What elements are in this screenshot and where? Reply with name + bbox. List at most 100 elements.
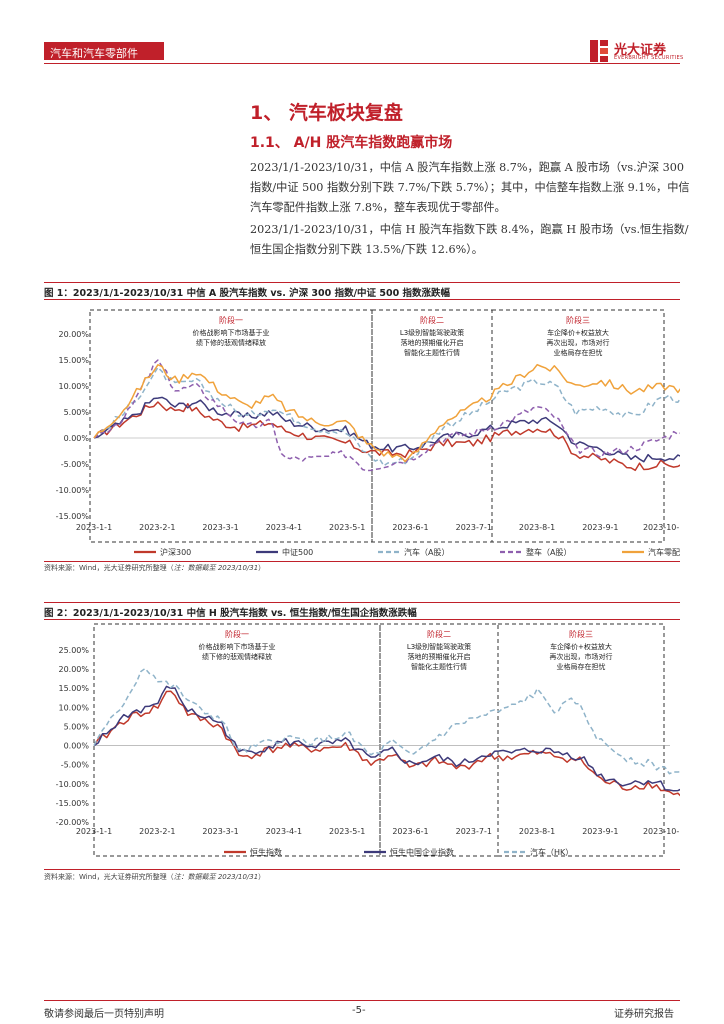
x-tick-label: 2023-7-1 [456, 523, 492, 532]
y-tick-label: 20.00% [58, 330, 89, 339]
fig2-top-line [44, 602, 680, 603]
stage-desc-3-1: 车企降价+权益放大 [547, 328, 609, 337]
y-tick-label: -10.00% [56, 486, 90, 495]
x-tick-label: 2023-2-1 [139, 827, 175, 836]
y-tick-label: -15.00% [56, 799, 90, 808]
stage-desc-3-2: 再次出现，市场对行 [547, 338, 610, 347]
fig1-title: 图 1：2023/1/1-2023/10/31 中信 A 股汽车指数 vs. 沪… [44, 288, 450, 299]
x-tick-label: 2023-10-1 [643, 827, 680, 836]
stage-title-3: 阶段三 [566, 315, 590, 325]
fig2-source: 资料来源：Wind，光大证券研究所整理（注：数据截至 2023/10/31） [44, 872, 265, 882]
stage-box-2 [371, 309, 493, 543]
series-line-1 [93, 401, 680, 472]
footer-disclaimer: 敬请参阅最后一页特别声明 [44, 1009, 164, 1020]
x-tick-label: 2023-6-1 [392, 523, 428, 532]
stage-desc-3-2: 再次出现，市场对行 [550, 652, 613, 661]
fig2-title: 图 2：2023/1/1-2023/10/31 中信 H 股汽车指数 vs. 恒… [44, 608, 417, 619]
brand-subtitle: EVERBRIGHT SECURITIES [614, 55, 684, 61]
x-tick-label: 2023-5-1 [329, 827, 365, 836]
stage-title-2: 阶段二 [420, 315, 444, 325]
fig1-source-end: ） [258, 564, 266, 572]
stage-title-1: 阶段一 [225, 629, 249, 639]
series-line-1 [93, 690, 680, 797]
stage-desc-2-3: 智能化主题性行情 [404, 348, 460, 357]
section-tag: 汽车和汽车零部件 [44, 42, 164, 60]
stage-desc-1-1: 价格战影响下市场基于业 [199, 642, 276, 651]
series-line-2 [93, 685, 680, 792]
x-tick-label: 2023-8-1 [519, 827, 555, 836]
legend-label-4: 整车（A股） [526, 547, 571, 557]
fig2-source-text: 资料来源：Wind，光大证券研究所整理（ [44, 873, 174, 881]
x-tick-label: 2023-2-1 [139, 523, 175, 532]
page-number: -5- [352, 1005, 366, 1016]
x-tick-label: 2023-7-1 [456, 827, 492, 836]
fig1-bottom-line [44, 561, 680, 562]
y-tick-label: -15.00% [56, 512, 90, 521]
legend-label-3: 汽车（A股） [404, 547, 449, 557]
y-tick-label: 5.00% [64, 722, 90, 731]
header-divider [44, 63, 680, 64]
y-tick-label: 15.00% [58, 684, 89, 693]
fig1-title-line [44, 299, 680, 300]
y-tick-label: 25.00% [58, 646, 89, 655]
series-line-3 [93, 366, 680, 467]
stage-desc-3-1: 车企降价+权益放大 [550, 642, 612, 651]
y-tick-label: 10.00% [58, 382, 89, 391]
x-tick-label: 2023-4-1 [266, 523, 302, 532]
x-tick-label: 2023-6-1 [392, 827, 428, 836]
y-tick-label: 15.00% [58, 356, 89, 365]
stage-box-3 [491, 309, 665, 543]
fig1-source: 资料来源：Wind，光大证券研究所整理（注：数据截至 2023/10/31） [44, 563, 265, 573]
brand-name: 光大证券 [614, 43, 667, 58]
series-line-4 [93, 359, 680, 472]
y-tick-label: -20.00% [56, 818, 90, 827]
stage-box-1 [89, 309, 373, 543]
stage-title-3: 阶段三 [569, 629, 593, 639]
x-tick-label: 2023-3-1 [202, 827, 238, 836]
x-tick-label: 2023-9-1 [582, 523, 618, 532]
stage-title-1: 阶段一 [219, 315, 243, 325]
y-tick-label: -5.00% [61, 460, 90, 469]
x-tick-label: 2023-1-1 [76, 523, 112, 532]
x-tick-label: 2023-9-1 [582, 827, 618, 836]
fig2-source-end: ） [258, 873, 266, 881]
series-line-3 [93, 667, 680, 775]
legend-label-2: 恒生中国企业指数 [390, 847, 454, 857]
legend-label-5: 汽车零配件 [648, 547, 680, 557]
stage-desc-2-3: 智能化主题性行情 [411, 662, 467, 671]
fig2-title-line [44, 619, 680, 620]
legend-label-3: 汽车（HK） [530, 847, 573, 857]
paragraph-a-share: 2023/1/1-2023/10/31，中信 A 股汽车指数上涨 8.7%，跑赢… [250, 161, 690, 214]
y-tick-label: 0.00% [64, 434, 90, 443]
fig1-source-note: 注：数据截至 2023/10/31 [173, 564, 259, 572]
paragraph-h-share: 2023/1/1-2023/10/31，中信 H 股汽车指数下跌 8.4%，跑赢… [250, 223, 689, 256]
fig2-source-note: 注：数据截至 2023/10/31 [173, 873, 259, 881]
stage-desc-2-1: L3级别智能驾驶政策 [400, 328, 464, 337]
legend-label-2: 中证500 [282, 547, 313, 557]
fig1-source-text: 资料来源：Wind，光大证券研究所整理（ [44, 564, 174, 572]
footer-report-type: 证券研究报告 [614, 1009, 674, 1020]
fig2-bottom-line [44, 869, 680, 870]
fig1-top-line [44, 282, 680, 283]
legend-label-1: 沪深300 [160, 547, 191, 557]
x-tick-label: 2023-5-1 [329, 523, 365, 532]
x-tick-label: 2023-8-1 [519, 523, 555, 532]
stage-box-3 [497, 623, 665, 857]
x-tick-label: 2023-1-1 [76, 827, 112, 836]
series-line-2 [93, 396, 680, 463]
stage-desc-1-1: 价格战影响下市场基于业 [193, 328, 270, 337]
y-tick-label: -10.00% [56, 780, 90, 789]
y-tick-label: 20.00% [58, 665, 89, 674]
stage-desc-2-2: 落地的预期催化开启 [401, 338, 464, 347]
stage-title-2: 阶段二 [427, 629, 451, 639]
stage-desc-1-2: 绩下修的悲观情绪释放 [196, 338, 266, 347]
brand-logo-icon [590, 40, 608, 62]
legend-label-1: 恒生指数 [250, 847, 282, 857]
y-tick-label: 0.00% [64, 742, 90, 751]
stage-desc-3-3: 业格局存在担忧 [557, 662, 606, 671]
stage-desc-2-2: 落地的预期催化开启 [408, 652, 471, 661]
y-tick-label: 5.00% [64, 408, 90, 417]
subsection-heading: 1.1、 A/H 股汽车指数跑赢市场 [250, 135, 453, 151]
footer-divider [44, 1000, 680, 1001]
